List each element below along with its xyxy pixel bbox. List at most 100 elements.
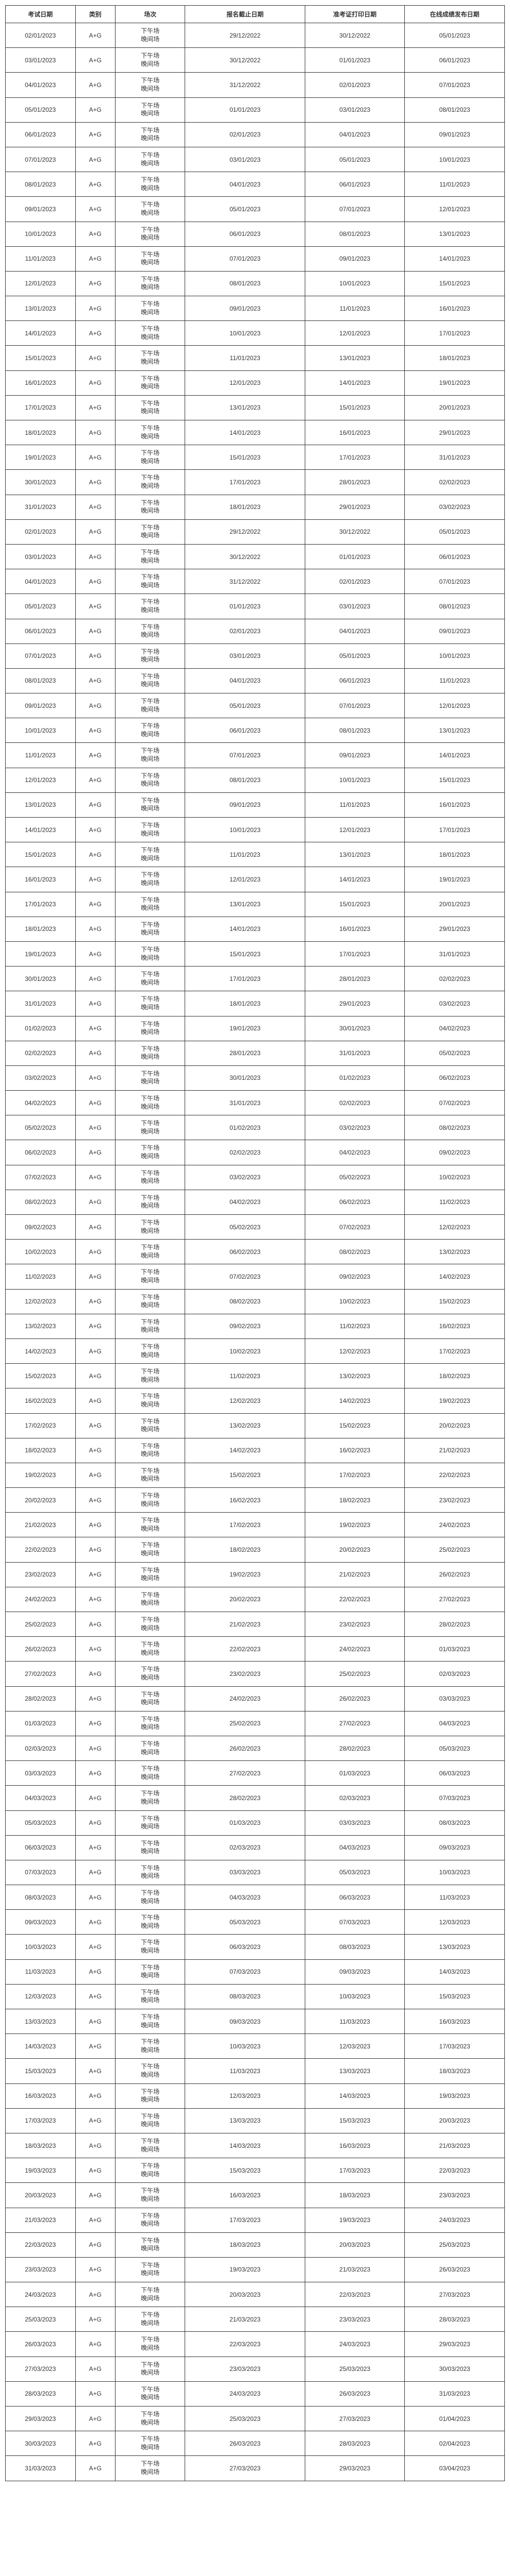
cell-result-date: 11/03/2023 [405, 1885, 505, 1910]
cell-reg-end: 05/01/2023 [185, 693, 305, 718]
cell-category: A+G [75, 1463, 115, 1487]
cell-ticket-date: 19/02/2023 [305, 1513, 405, 1537]
cell-category: A+G [75, 718, 115, 743]
table-row: 13/01/2023A+G下午场晚间场09/01/202311/01/20231… [6, 792, 505, 817]
cell-ticket-date: 09/03/2023 [305, 1959, 405, 1984]
cell-exam-date: 10/01/2023 [6, 718, 76, 743]
cell-ticket-date: 27/02/2023 [305, 1711, 405, 1736]
cell-exam-date: 08/01/2023 [6, 668, 76, 693]
cell-result-date: 11/01/2023 [405, 172, 505, 197]
cell-result-date: 04/02/2023 [405, 1016, 505, 1041]
cell-result-date: 02/02/2023 [405, 967, 505, 991]
cell-reg-end: 10/01/2023 [185, 321, 305, 346]
cell-reg-end: 01/01/2023 [185, 594, 305, 619]
cell-session: 下午场晚间场 [115, 445, 185, 470]
cell-exam-date: 30/01/2023 [6, 967, 76, 991]
cell-exam-date: 15/03/2023 [6, 2059, 76, 2083]
cell-reg-end: 22/03/2023 [185, 2332, 305, 2357]
cell-session: 下午场晚间场 [115, 1885, 185, 1910]
cell-exam-date: 20/03/2023 [6, 2183, 76, 2208]
cell-category: A+G [75, 941, 115, 966]
table-row: 04/02/2023A+G下午场晚间场31/01/202302/02/20230… [6, 1091, 505, 1115]
cell-result-date: 05/01/2023 [405, 23, 505, 48]
cell-reg-end: 06/03/2023 [185, 1935, 305, 1959]
cell-session: 下午场晚间场 [115, 296, 185, 321]
cell-exam-date: 02/01/2023 [6, 23, 76, 48]
cell-result-date: 01/03/2023 [405, 1637, 505, 1662]
cell-category: A+G [75, 296, 115, 321]
col-header-ticket-date: 准考证打印日期 [305, 6, 405, 23]
cell-exam-date: 14/01/2023 [6, 321, 76, 346]
cell-session: 下午场晚间场 [115, 1860, 185, 1885]
table-row: 04/01/2023A+G下午场晚间场31/12/202202/01/20230… [6, 569, 505, 594]
cell-session: 下午场晚间场 [115, 1810, 185, 1835]
cell-session: 下午场晚间场 [115, 917, 185, 941]
cell-category: A+G [75, 147, 115, 172]
cell-session: 下午场晚间场 [115, 544, 185, 569]
table-row: 23/03/2023A+G下午场晚间场19/03/202321/03/20232… [6, 2257, 505, 2282]
cell-reg-end: 29/12/2022 [185, 519, 305, 544]
cell-exam-date: 31/01/2023 [6, 495, 76, 519]
cell-result-date: 15/01/2023 [405, 768, 505, 792]
cell-exam-date: 27/03/2023 [6, 2357, 76, 2381]
cell-session: 下午场晚间场 [115, 967, 185, 991]
cell-session: 下午场晚间场 [115, 271, 185, 296]
cell-reg-end: 04/03/2023 [185, 1885, 305, 1910]
cell-category: A+G [75, 1885, 115, 1910]
cell-ticket-date: 03/01/2023 [305, 594, 405, 619]
cell-session: 下午场晚间场 [115, 2282, 185, 2307]
cell-session: 下午场晚间场 [115, 768, 185, 792]
table-row: 25/03/2023A+G下午场晚间场21/03/202323/03/20232… [6, 2307, 505, 2332]
cell-reg-end: 19/02/2023 [185, 1562, 305, 1587]
cell-ticket-date: 30/01/2023 [305, 1016, 405, 1041]
cell-exam-date: 09/02/2023 [6, 1215, 76, 1240]
cell-category: A+G [75, 73, 115, 97]
cell-ticket-date: 14/01/2023 [305, 867, 405, 892]
cell-category: A+G [75, 1835, 115, 1860]
cell-category: A+G [75, 1910, 115, 1935]
cell-exam-date: 04/01/2023 [6, 73, 76, 97]
table-row: 20/03/2023A+G下午场晚间场16/03/202318/03/20232… [6, 2183, 505, 2208]
cell-ticket-date: 09/01/2023 [305, 743, 405, 768]
cell-exam-date: 18/01/2023 [6, 917, 76, 941]
cell-exam-date: 02/01/2023 [6, 519, 76, 544]
table-row: 27/02/2023A+G下午场晚间场23/02/202325/02/20230… [6, 1662, 505, 1686]
cell-ticket-date: 07/03/2023 [305, 1910, 405, 1935]
table-row: 30/01/2023A+G下午场晚间场17/01/202328/01/20230… [6, 470, 505, 495]
cell-session: 下午场晚间场 [115, 1289, 185, 1314]
cell-ticket-date: 20/03/2023 [305, 2232, 405, 2257]
cell-reg-end: 10/01/2023 [185, 818, 305, 842]
cell-session: 下午场晚间场 [115, 693, 185, 718]
cell-category: A+G [75, 1810, 115, 1835]
cell-category: A+G [75, 2133, 115, 2158]
cell-category: A+G [75, 2034, 115, 2059]
cell-category: A+G [75, 1140, 115, 1165]
cell-reg-end: 03/03/2023 [185, 1860, 305, 1885]
table-row: 02/03/2023A+G下午场晚间场26/02/202328/02/20230… [6, 1736, 505, 1760]
col-header-exam-date: 考试日期 [6, 6, 76, 23]
cell-session: 下午场晚间场 [115, 2108, 185, 2133]
cell-result-date: 13/01/2023 [405, 222, 505, 246]
cell-exam-date: 17/03/2023 [6, 2108, 76, 2133]
cell-reg-end: 24/03/2023 [185, 2381, 305, 2406]
cell-reg-end: 13/02/2023 [185, 1413, 305, 1438]
cell-reg-end: 30/12/2022 [185, 544, 305, 569]
cell-result-date: 28/03/2023 [405, 2307, 505, 2332]
cell-ticket-date: 13/01/2023 [305, 346, 405, 370]
cell-ticket-date: 24/02/2023 [305, 1637, 405, 1662]
table-row: 27/03/2023A+G下午场晚间场23/03/202325/03/20233… [6, 2357, 505, 2381]
cell-reg-end: 26/03/2023 [185, 2431, 305, 2456]
cell-reg-end: 12/01/2023 [185, 867, 305, 892]
cell-result-date: 09/03/2023 [405, 1835, 505, 1860]
cell-exam-date: 06/01/2023 [6, 619, 76, 643]
cell-ticket-date: 12/03/2023 [305, 2034, 405, 2059]
table-row: 06/01/2023A+G下午场晚间场02/01/202304/01/20230… [6, 122, 505, 147]
cell-session: 下午场晚间场 [115, 892, 185, 917]
cell-ticket-date: 28/01/2023 [305, 470, 405, 495]
cell-result-date: 01/04/2023 [405, 2406, 505, 2431]
cell-result-date: 12/02/2023 [405, 1215, 505, 1240]
cell-exam-date: 10/01/2023 [6, 222, 76, 246]
table-row: 16/03/2023A+G下午场晚间场12/03/202314/03/20231… [6, 2083, 505, 2108]
cell-reg-end: 18/01/2023 [185, 495, 305, 519]
table-row: 28/03/2023A+G下午场晚间场24/03/202326/03/20233… [6, 2381, 505, 2406]
